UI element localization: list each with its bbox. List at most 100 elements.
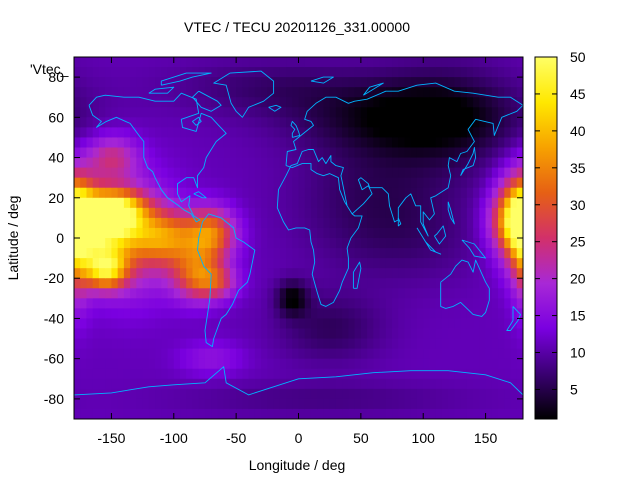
heatmap-cell	[180, 348, 187, 360]
heatmap-cell	[123, 408, 131, 419]
heatmap-cell	[167, 378, 175, 390]
heatmap-cell	[448, 77, 456, 88]
heatmap-cell	[136, 97, 144, 108]
heatmap-cell	[504, 197, 512, 209]
heatmap-cell	[117, 368, 125, 380]
heatmap-cell	[161, 127, 169, 139]
heatmap-cell	[410, 408, 418, 419]
heatmap-cell	[254, 107, 262, 118]
heatmap-cell	[466, 308, 474, 320]
heatmap-cell	[504, 127, 512, 139]
heatmap-cell	[98, 217, 106, 229]
heatmap-cell	[167, 288, 175, 299]
heatmap-cell	[485, 348, 493, 360]
heatmap-cell	[491, 67, 499, 78]
heatmap-cell	[410, 67, 418, 78]
heatmap-cell	[504, 227, 512, 239]
heatmap-cell	[142, 408, 150, 419]
heatmap-cell	[254, 117, 262, 128]
heatmap-cell	[373, 358, 381, 370]
heatmap-cell	[186, 308, 194, 320]
heatmap-cell	[248, 358, 256, 370]
heatmap-cell	[80, 268, 88, 279]
heatmap-cell	[261, 57, 268, 68]
heatmap-cell	[398, 348, 406, 360]
x-axis-ticks: -150 -100 -50 0 50 100 150	[97, 57, 497, 446]
heatmap-cell	[410, 318, 418, 330]
heatmap-cell	[335, 157, 343, 169]
heatmap-cell	[416, 328, 424, 340]
heatmap-cell	[80, 338, 88, 350]
heatmap-cell	[392, 258, 399, 269]
heatmap-cell	[398, 147, 406, 159]
heatmap-cell	[304, 348, 312, 360]
heatmap-cell	[286, 278, 293, 289]
heatmap-cell	[404, 318, 412, 330]
heatmap-cell	[130, 167, 137, 179]
heatmap-cell	[498, 117, 505, 128]
heatmap-cell	[416, 248, 424, 259]
heatmap-cell	[229, 368, 237, 380]
heatmap-cell	[479, 167, 487, 179]
heatmap-cell	[204, 177, 212, 189]
heatmap-cell	[229, 197, 237, 209]
heatmap-cell	[385, 288, 393, 299]
x-tick-label: 100	[412, 430, 436, 446]
heatmap-cell	[92, 338, 100, 350]
heatmap-cell	[261, 408, 268, 419]
heatmap-cell	[310, 328, 318, 340]
heatmap-cell	[136, 147, 144, 159]
heatmap-cell	[441, 398, 449, 410]
heatmap-cell	[448, 227, 456, 239]
heatmap-cell	[261, 368, 268, 380]
heatmap-cell	[360, 288, 368, 299]
heatmap-cell	[466, 217, 474, 229]
coastline-hudson	[192, 116, 202, 126]
heatmap-cell	[392, 338, 399, 350]
heatmap-cell	[155, 217, 162, 229]
heatmap-cell	[92, 288, 100, 299]
heatmap-cell	[516, 197, 523, 209]
heatmap-cell	[435, 288, 443, 299]
heatmap-cell	[223, 258, 231, 269]
heatmap-cell	[180, 408, 187, 419]
heatmap-cell	[460, 57, 468, 68]
heatmap-cell	[317, 147, 325, 159]
coastline-australia	[440, 259, 490, 317]
heatmap-cell	[329, 268, 337, 279]
heatmap-cell	[317, 177, 325, 189]
heatmap-cell	[223, 338, 231, 350]
heatmap-cell	[323, 398, 331, 410]
heatmap-cell	[429, 328, 437, 340]
heatmap-cell	[279, 358, 287, 370]
heatmap-cell	[479, 338, 487, 350]
heatmap-cell	[217, 117, 225, 128]
heatmap-cell	[180, 177, 187, 189]
y-tick-label: 60	[48, 109, 64, 125]
heatmap-cell	[367, 157, 374, 169]
heatmap-cell	[404, 137, 412, 149]
heatmap-cell	[504, 137, 512, 149]
heatmap-cell	[504, 207, 512, 219]
heatmap-cell	[80, 107, 88, 118]
heatmap-cell	[267, 157, 275, 169]
heatmap-cell	[279, 248, 287, 259]
heatmap-cell	[292, 177, 300, 189]
heatmap-cell	[473, 107, 480, 118]
heatmap-cell	[354, 348, 362, 360]
heatmap-cell	[217, 358, 225, 370]
heatmap-cell	[354, 318, 362, 330]
heatmap-cell	[167, 187, 175, 199]
heatmap-cell	[261, 378, 268, 390]
heatmap-cell	[410, 388, 418, 400]
heatmap-cell	[304, 268, 312, 279]
heatmap-cell	[410, 77, 418, 88]
heatmap-cell	[329, 318, 337, 330]
heatmap-cell	[117, 298, 125, 309]
heatmap-cell	[354, 177, 362, 189]
heatmap-cell	[242, 197, 250, 209]
heatmap-cell	[416, 87, 424, 98]
heatmap-cell	[229, 87, 237, 98]
heatmap-cell	[123, 57, 131, 68]
heatmap-cell	[448, 258, 456, 269]
